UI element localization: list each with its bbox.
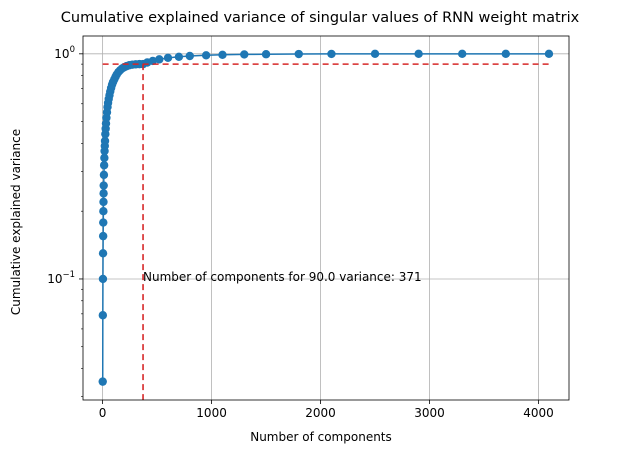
data-point <box>185 51 194 61</box>
y-tick-label: 10−1 <box>47 270 75 286</box>
data-point <box>458 49 467 59</box>
threshold-lines <box>102 63 549 400</box>
data-point <box>99 189 108 198</box>
x-tick-label: 3000 <box>414 406 445 420</box>
data-point <box>327 49 336 59</box>
data-point <box>218 50 227 60</box>
data-point <box>501 49 510 59</box>
data-point <box>414 49 423 59</box>
data-point <box>100 136 110 146</box>
data-point <box>544 49 554 59</box>
y-axis-label: Cumulative explained variance <box>9 129 23 315</box>
data-point <box>148 56 157 66</box>
y-tick-label-exponent: 0 <box>70 45 75 55</box>
y-tick-label-base: 10 <box>54 47 69 61</box>
data-point <box>163 53 173 63</box>
data-point <box>99 206 108 216</box>
data-point <box>240 50 249 59</box>
x-tick-label: 2000 <box>305 406 336 420</box>
data-point <box>98 274 108 284</box>
x-axis-label: Number of components <box>250 430 392 444</box>
chart-title: Cumulative explained variance of singula… <box>61 10 580 26</box>
data-point <box>294 49 303 59</box>
series <box>98 49 554 386</box>
data-point <box>99 161 109 170</box>
series-line <box>101 53 549 382</box>
y-tick-label-base: 10 <box>47 272 62 286</box>
x-axis-ticks: 0 1000 2000 3000 4000 <box>99 400 554 420</box>
data-point <box>99 218 108 227</box>
data-point <box>370 49 380 59</box>
y-tick-label-exponent: −1 <box>62 270 75 280</box>
x-tick-label: 1000 <box>196 406 227 420</box>
data-point <box>98 377 107 386</box>
data-point <box>261 50 271 59</box>
annotation: Number of components for 90.0 variance: … <box>143 270 422 284</box>
x-tick-label: 4000 <box>523 406 554 420</box>
data-point <box>99 197 108 207</box>
data-point <box>201 51 211 60</box>
grid <box>83 36 569 400</box>
data-point <box>99 170 109 180</box>
y-tick-label: 100 <box>54 45 75 61</box>
data-point <box>98 249 108 258</box>
data-point <box>155 55 164 64</box>
plot-area <box>82 35 570 401</box>
data-point <box>98 311 108 320</box>
data-point <box>174 52 184 62</box>
data-point <box>100 153 109 163</box>
data-point <box>99 181 108 190</box>
x-tick-label: 0 <box>99 406 107 420</box>
data-point <box>98 231 108 241</box>
